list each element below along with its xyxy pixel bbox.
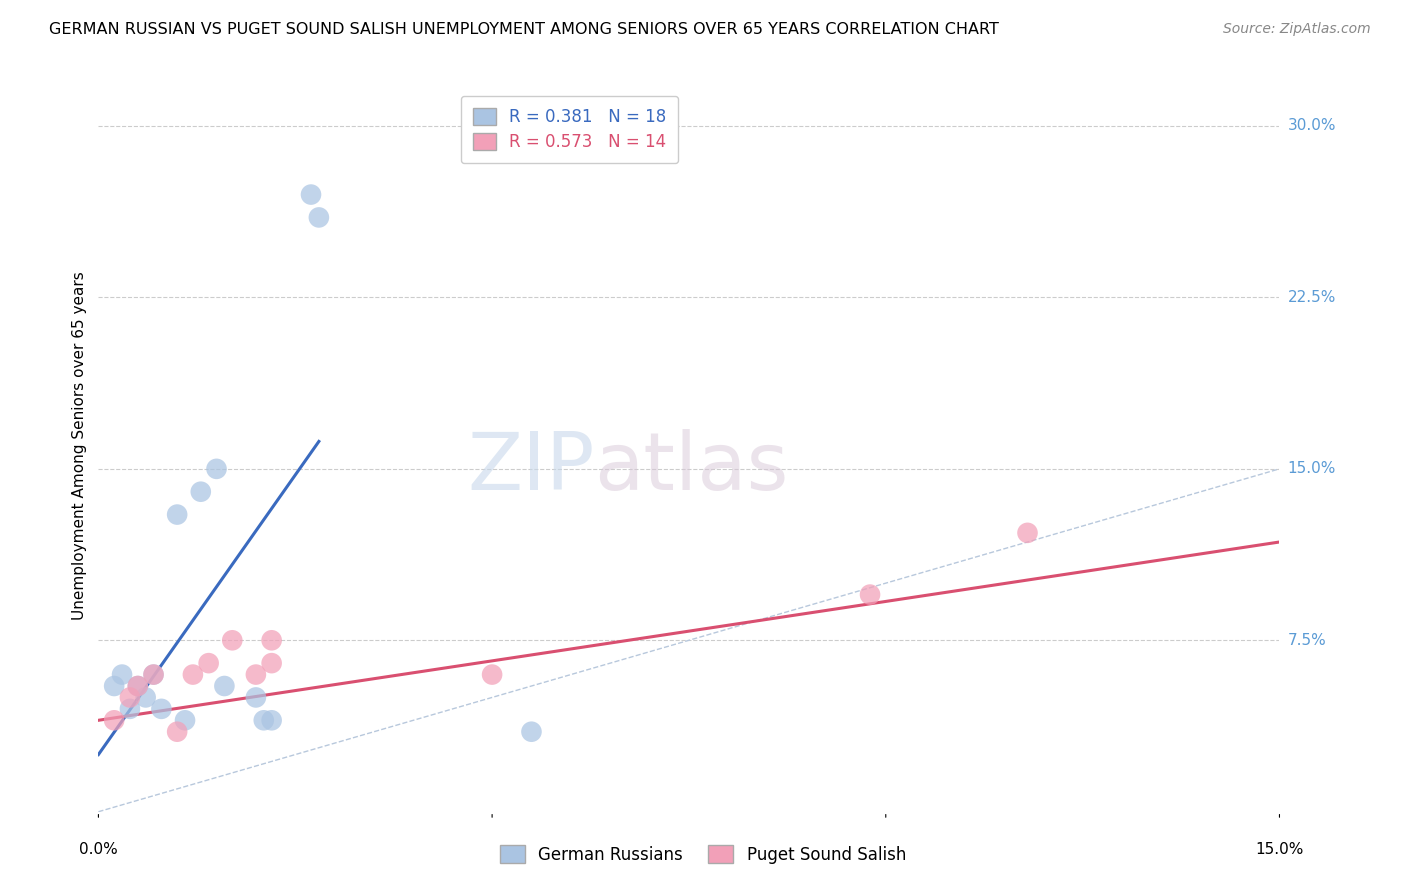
Point bbox=[245, 690, 267, 705]
Text: atlas: atlas bbox=[595, 429, 789, 507]
Point bbox=[150, 702, 173, 716]
Point bbox=[260, 714, 283, 728]
Point bbox=[190, 484, 212, 499]
Point bbox=[181, 667, 204, 681]
Point bbox=[127, 679, 149, 693]
Point bbox=[221, 633, 243, 648]
Point bbox=[214, 679, 236, 693]
Point bbox=[118, 702, 141, 716]
Point bbox=[103, 714, 125, 728]
Point bbox=[245, 667, 267, 681]
Point bbox=[111, 667, 134, 681]
Text: ZIP: ZIP bbox=[467, 429, 595, 507]
Text: 22.5%: 22.5% bbox=[1288, 290, 1336, 305]
Point bbox=[481, 667, 503, 681]
Point bbox=[859, 588, 882, 602]
Y-axis label: Unemployment Among Seniors over 65 years: Unemployment Among Seniors over 65 years bbox=[72, 272, 87, 620]
Point bbox=[299, 187, 322, 202]
Legend: German Russians, Puget Sound Salish: German Russians, Puget Sound Salish bbox=[494, 838, 912, 871]
Text: 15.0%: 15.0% bbox=[1288, 461, 1336, 476]
Text: Source: ZipAtlas.com: Source: ZipAtlas.com bbox=[1223, 22, 1371, 37]
Text: GERMAN RUSSIAN VS PUGET SOUND SALISH UNEMPLOYMENT AMONG SENIORS OVER 65 YEARS CO: GERMAN RUSSIAN VS PUGET SOUND SALISH UNE… bbox=[49, 22, 1000, 37]
Point bbox=[174, 714, 197, 728]
Text: 15.0%: 15.0% bbox=[1256, 842, 1303, 857]
Point bbox=[135, 690, 157, 705]
Text: 30.0%: 30.0% bbox=[1288, 119, 1336, 134]
Point bbox=[103, 679, 125, 693]
Point bbox=[520, 724, 543, 739]
Point bbox=[1017, 525, 1039, 540]
Point bbox=[142, 667, 165, 681]
Legend: R = 0.381   N = 18, R = 0.573   N = 14: R = 0.381 N = 18, R = 0.573 N = 14 bbox=[461, 96, 678, 163]
Point bbox=[118, 690, 141, 705]
Point bbox=[260, 633, 283, 648]
Text: 7.5%: 7.5% bbox=[1288, 632, 1326, 648]
Point bbox=[253, 714, 276, 728]
Point bbox=[127, 679, 149, 693]
Point bbox=[197, 656, 219, 670]
Point bbox=[205, 462, 228, 476]
Point bbox=[308, 211, 330, 225]
Point bbox=[166, 724, 188, 739]
Point bbox=[260, 656, 283, 670]
Point bbox=[166, 508, 188, 522]
Point bbox=[142, 667, 165, 681]
Text: 0.0%: 0.0% bbox=[79, 842, 118, 857]
